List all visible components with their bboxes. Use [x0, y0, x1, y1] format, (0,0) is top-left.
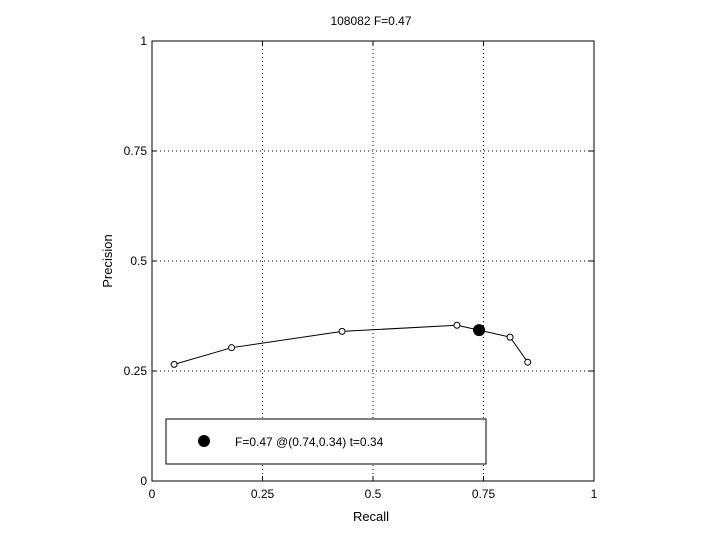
legend-text: F=0.47 @(0.74,0.34) t=0.34: [235, 435, 384, 449]
y-tick-label: 0.5: [130, 254, 147, 268]
data-point: [338, 327, 346, 335]
data-point: [228, 344, 236, 352]
x-tick-label: 0: [149, 487, 156, 501]
x-tick-label: 0.25: [251, 487, 275, 501]
data-point: [524, 358, 532, 366]
y-tick-labels: 0 0.25 0.5 0.75 1: [124, 34, 148, 488]
legend-marker: [198, 435, 210, 447]
x-tick-labels: 0 0.25 0.5 0.75 1: [149, 487, 598, 501]
y-tick-label: 0.25: [124, 364, 148, 378]
data-point: [453, 321, 461, 329]
y-axis-title: Precision: [100, 234, 115, 287]
legend: F=0.47 @(0.74,0.34) t=0.34: [165, 418, 487, 465]
x-tick-label: 0.5: [365, 487, 382, 501]
grid: [152, 41, 594, 481]
axis-ticks: [151, 40, 595, 482]
y-tick-label: 1: [140, 34, 147, 48]
data-point: [170, 360, 178, 368]
y-tick-label: 0.75: [124, 144, 148, 158]
series-precision-recall: [170, 321, 532, 368]
legend-box: [165, 418, 487, 465]
x-axis-title: Recall: [353, 509, 389, 524]
x-tick-label: 0.75: [472, 487, 496, 501]
data-point: [506, 333, 514, 341]
x-tick-label: 1: [591, 487, 598, 501]
y-tick-label: 0: [140, 474, 147, 488]
chart-title: 108082 F=0.47: [330, 14, 411, 28]
best-f-point: [473, 324, 486, 337]
